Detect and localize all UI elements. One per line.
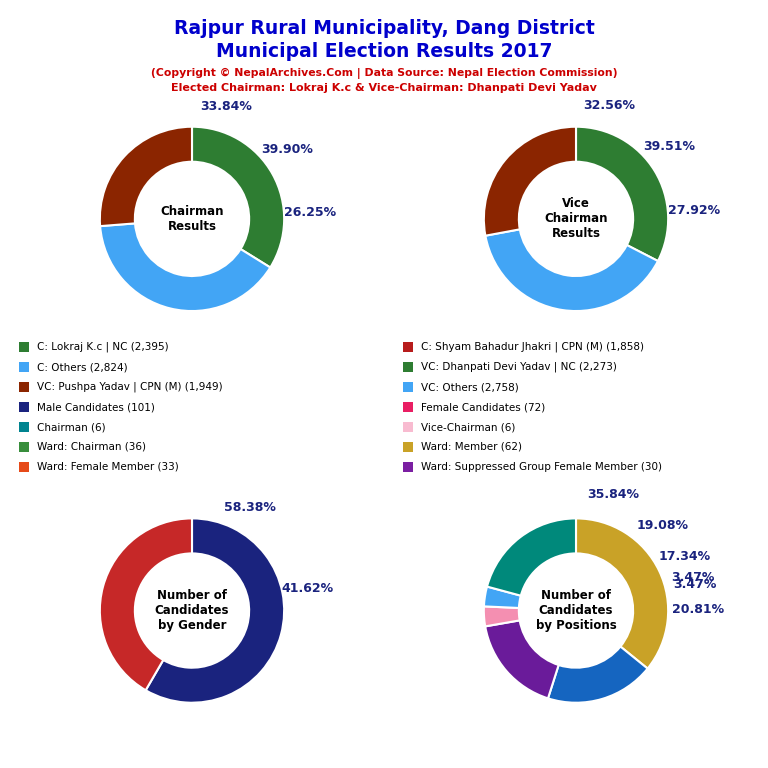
Text: Ward: Female Member (33): Ward: Female Member (33) bbox=[37, 462, 179, 472]
Text: 3.47%: 3.47% bbox=[671, 571, 714, 584]
Wedge shape bbox=[100, 518, 192, 690]
Text: Elected Chairman: Lokraj K.c & Vice-Chairman: Dhanpati Devi Yadav: Elected Chairman: Lokraj K.c & Vice-Chai… bbox=[171, 83, 597, 93]
Text: Male Candidates (101): Male Candidates (101) bbox=[37, 402, 154, 412]
Text: Ward: Suppressed Group Female Member (30): Ward: Suppressed Group Female Member (30… bbox=[421, 462, 662, 472]
Text: 27.92%: 27.92% bbox=[667, 204, 720, 217]
Wedge shape bbox=[485, 621, 558, 698]
Text: VC: Dhanpati Devi Yadav | NC (2,273): VC: Dhanpati Devi Yadav | NC (2,273) bbox=[421, 362, 617, 372]
Text: VC: Others (2,758): VC: Others (2,758) bbox=[421, 382, 518, 392]
Wedge shape bbox=[548, 647, 647, 703]
Wedge shape bbox=[484, 607, 520, 627]
Text: Rajpur Rural Municipality, Dang District: Rajpur Rural Municipality, Dang District bbox=[174, 19, 594, 38]
Text: Number of
Candidates
by Positions: Number of Candidates by Positions bbox=[535, 589, 617, 632]
Text: 39.90%: 39.90% bbox=[261, 143, 313, 156]
Text: Ward: Member (62): Ward: Member (62) bbox=[421, 442, 522, 452]
Text: Chairman (6): Chairman (6) bbox=[37, 422, 105, 432]
Wedge shape bbox=[484, 587, 521, 608]
Text: 39.51%: 39.51% bbox=[644, 141, 695, 154]
Wedge shape bbox=[146, 518, 284, 703]
Text: (Copyright © NepalArchives.Com | Data Source: Nepal Election Commission): (Copyright © NepalArchives.Com | Data So… bbox=[151, 68, 617, 78]
Wedge shape bbox=[100, 223, 270, 311]
Wedge shape bbox=[487, 518, 576, 596]
Text: Female Candidates (72): Female Candidates (72) bbox=[421, 402, 545, 412]
Text: C: Shyam Bahadur Jhakri | CPN (M) (1,858): C: Shyam Bahadur Jhakri | CPN (M) (1,858… bbox=[421, 342, 644, 353]
Wedge shape bbox=[576, 518, 668, 669]
Wedge shape bbox=[485, 230, 658, 311]
Text: 17.34%: 17.34% bbox=[659, 550, 711, 563]
Wedge shape bbox=[192, 127, 284, 267]
Text: 19.08%: 19.08% bbox=[637, 518, 689, 531]
Text: 20.81%: 20.81% bbox=[671, 603, 723, 616]
Text: 3.47%: 3.47% bbox=[673, 578, 717, 591]
Text: C: Lokraj K.c | NC (2,395): C: Lokraj K.c | NC (2,395) bbox=[37, 342, 168, 353]
Text: Ward: Chairman (36): Ward: Chairman (36) bbox=[37, 442, 146, 452]
Wedge shape bbox=[576, 127, 668, 261]
Text: 41.62%: 41.62% bbox=[282, 582, 334, 595]
Wedge shape bbox=[484, 127, 576, 236]
Text: C: Others (2,824): C: Others (2,824) bbox=[37, 362, 127, 372]
Text: 58.38%: 58.38% bbox=[223, 501, 276, 514]
Text: 35.84%: 35.84% bbox=[588, 488, 640, 502]
Text: Chairman
Results: Chairman Results bbox=[161, 205, 223, 233]
Text: 33.84%: 33.84% bbox=[200, 100, 252, 113]
Text: VC: Pushpa Yadav | CPN (M) (1,949): VC: Pushpa Yadav | CPN (M) (1,949) bbox=[37, 382, 223, 392]
Text: 32.56%: 32.56% bbox=[583, 99, 635, 112]
Text: Vice-Chairman (6): Vice-Chairman (6) bbox=[421, 422, 515, 432]
Text: Municipal Election Results 2017: Municipal Election Results 2017 bbox=[216, 42, 552, 61]
Text: Vice
Chairman
Results: Vice Chairman Results bbox=[545, 197, 607, 240]
Wedge shape bbox=[100, 127, 192, 226]
Text: 26.25%: 26.25% bbox=[283, 206, 336, 219]
Text: Number of
Candidates
by Gender: Number of Candidates by Gender bbox=[154, 589, 230, 632]
